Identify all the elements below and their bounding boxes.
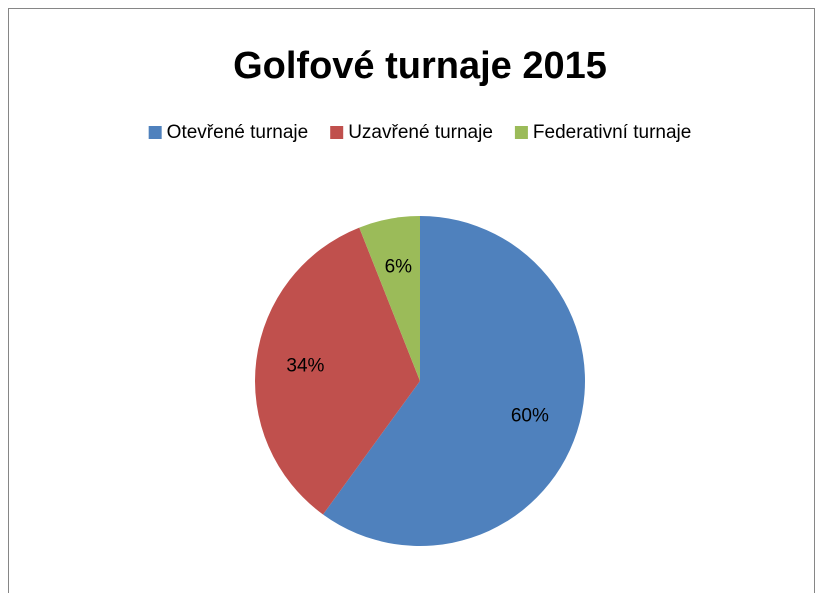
legend-swatch <box>514 126 528 139</box>
data-label: 34% <box>286 356 324 377</box>
legend-label: Otevřené turnaje <box>167 122 309 143</box>
legend-swatch <box>330 126 344 139</box>
pie-slice <box>255 227 420 515</box>
data-label: 6% <box>385 257 413 278</box>
pie-slice <box>323 216 585 547</box>
chart-title: Golfové turnaje 2015 <box>233 45 607 87</box>
pie-slice <box>359 216 420 381</box>
legend-label: Federativní turnaje <box>533 122 691 143</box>
data-label: 60% <box>511 406 549 427</box>
legend-swatch <box>148 126 162 139</box>
legend-label: Uzavřené turnaje <box>348 122 493 143</box>
